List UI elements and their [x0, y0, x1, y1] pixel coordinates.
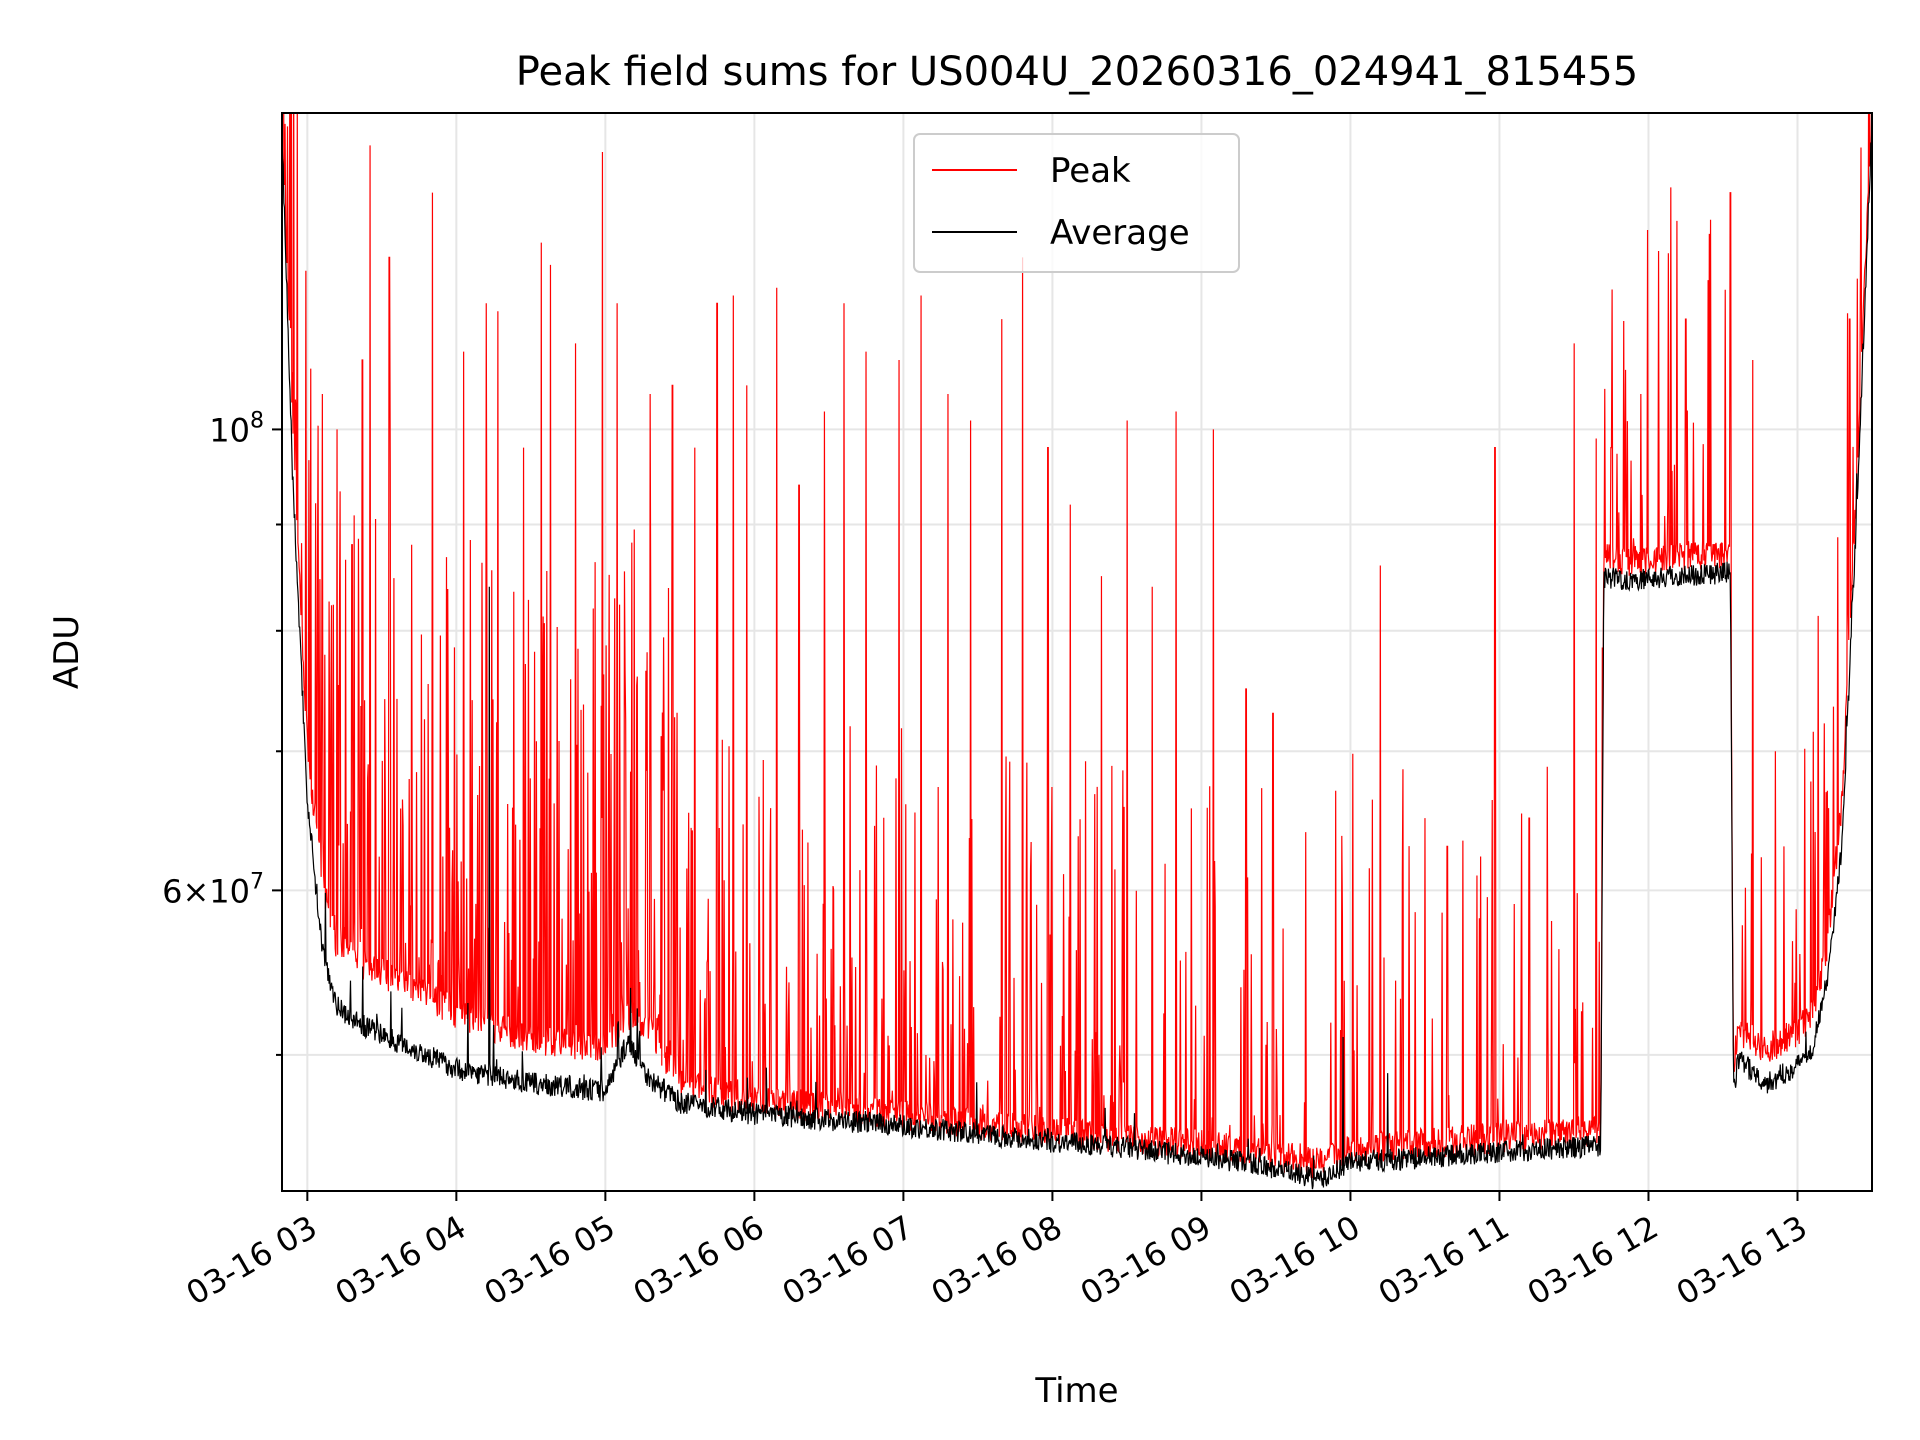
grid-lines — [282, 113, 1872, 1191]
legend-average-label: Average — [1050, 213, 1190, 253]
legend: Peak Average — [913, 133, 1240, 273]
x-axis-label: Time — [1034, 1371, 1118, 1411]
y-tick-label: 6×107 — [162, 869, 264, 910]
legend-peak-label: Peak — [1050, 151, 1131, 191]
plot-frame — [281, 112, 1873, 1192]
series-average-line — [282, 120, 1872, 1190]
legend-box — [913, 133, 1240, 273]
y-tick-base: 10 — [209, 411, 250, 449]
y-tick-times: × — [182, 872, 209, 910]
y-tick-exponent: 7 — [250, 869, 264, 894]
series-layer — [282, 113, 1872, 1190]
y-tick-exponent: 8 — [250, 408, 264, 433]
y-tick-label: 108 — [209, 408, 264, 449]
y-axis-label: ADU — [47, 615, 87, 689]
chart-title: Peak field sums for US004U_20260316_0249… — [516, 49, 1638, 95]
y-tick-base: 10 — [209, 872, 250, 910]
y-tick-mantissa: 6 — [162, 872, 182, 910]
